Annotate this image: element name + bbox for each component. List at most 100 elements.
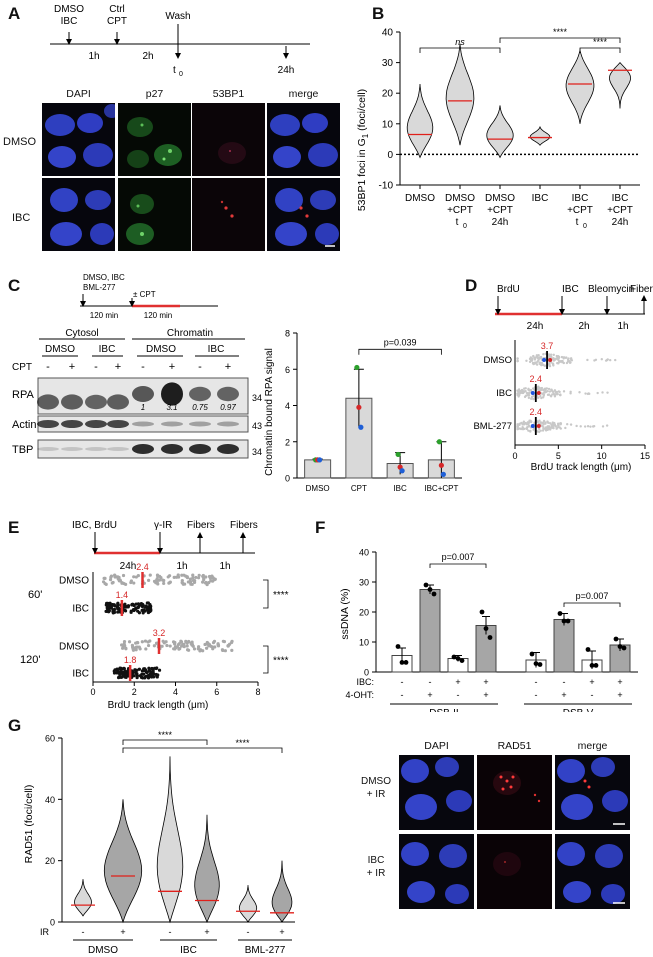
d-point xyxy=(530,397,533,401)
f-point xyxy=(621,645,627,651)
e-row-label: DMSO xyxy=(59,642,89,653)
f-ibc-sign: - xyxy=(563,677,566,687)
col-label-merge: merge xyxy=(288,88,319,100)
d-point xyxy=(578,391,581,394)
f-point xyxy=(403,660,409,665)
g-ir-sign: + xyxy=(204,927,209,937)
e-point xyxy=(184,640,188,644)
blot-band-rpa xyxy=(189,386,211,402)
d-point xyxy=(536,355,539,358)
g-ytick-label: 40 xyxy=(45,795,55,805)
c-point xyxy=(358,424,364,430)
c-point xyxy=(354,364,360,371)
d-point xyxy=(525,391,529,395)
f-point xyxy=(537,662,543,667)
f-ytick-label: 20 xyxy=(359,608,369,618)
e-median-label: 2.4 xyxy=(136,562,149,572)
e-point xyxy=(181,642,185,647)
b-sig-bracket xyxy=(419,47,501,53)
e-point xyxy=(152,579,157,583)
d-point xyxy=(556,423,560,427)
e-point xyxy=(189,582,193,586)
svg-text:34: 34 xyxy=(252,447,262,457)
d-point xyxy=(519,391,522,395)
e-point xyxy=(129,580,133,585)
g-violin xyxy=(238,885,258,923)
d-point xyxy=(558,426,561,429)
f-ytick-label: 40 xyxy=(359,548,369,558)
timeline-ibc: IBC xyxy=(61,16,78,27)
d-point xyxy=(547,421,550,425)
d-point xyxy=(521,427,525,431)
e-point xyxy=(123,669,127,673)
g-group-label: BML-277 xyxy=(245,945,286,956)
d-point xyxy=(559,422,562,425)
blot-band-rpa xyxy=(107,394,129,410)
e-point xyxy=(119,669,123,673)
blot-band-actin xyxy=(217,421,239,427)
g-ir-label: IR xyxy=(40,927,50,937)
d-point xyxy=(548,361,551,365)
c-point xyxy=(399,468,405,474)
e-point xyxy=(110,581,114,585)
g-violin xyxy=(271,860,293,923)
e-point xyxy=(104,609,108,613)
c-point xyxy=(317,457,323,463)
panel-f-bar-chart: ssDNA (%) 0 10 20 30 40 - - - + + - + + - - - + + - + + IBC: 4… xyxy=(339,548,638,712)
micrograph-ibc-merge xyxy=(267,178,340,251)
d-point xyxy=(530,359,534,362)
e-point xyxy=(119,666,123,670)
e-point xyxy=(176,573,180,577)
f-group-label: DSB-V xyxy=(563,708,594,712)
d-point xyxy=(533,358,537,361)
f-ibc-sign: + xyxy=(617,677,622,687)
d-point xyxy=(529,430,532,433)
e-point xyxy=(165,643,169,648)
blot-band-actin xyxy=(132,421,154,427)
d-point xyxy=(593,359,596,362)
b-xtick-label: IBC xyxy=(532,193,549,204)
blot-band-actin xyxy=(85,420,107,428)
e-point xyxy=(197,645,201,649)
svg-text:Fibers: Fibers xyxy=(630,284,653,295)
d-point-blue xyxy=(530,391,535,395)
g-ytick-label: 60 xyxy=(45,734,55,744)
e-sig-label: **** xyxy=(273,590,289,601)
timeline-dmso: DMSO xyxy=(54,4,84,15)
row-label-ibc: IBC xyxy=(12,212,31,224)
c-point xyxy=(436,439,442,445)
g-micrograph-ibc-dapi xyxy=(399,834,474,909)
e-point xyxy=(223,649,227,653)
d-point xyxy=(543,364,547,367)
d-point xyxy=(549,394,553,398)
e-point xyxy=(137,667,141,671)
svg-text:Chromatin: Chromatin xyxy=(167,328,213,339)
d-point xyxy=(606,391,609,394)
b-xtick-label: +CPT xyxy=(447,205,473,216)
panel-g-violin-chart: RAD51 (foci/cell) 0 20 40 60 - + - + - + IR DMSO IBC… xyxy=(23,730,295,956)
blot-band-actin xyxy=(161,421,183,427)
e-point xyxy=(135,668,139,672)
svg-text:34: 34 xyxy=(252,393,262,403)
g-sig-bracket xyxy=(122,739,208,745)
panel-c-bar-chart: Chromatin bound RPA signal 0 2 4 6 8 DMSO CPT I… xyxy=(264,329,462,493)
c-xtick-label: DMSO xyxy=(306,484,330,493)
d-point xyxy=(562,357,565,360)
d-point xyxy=(601,425,605,428)
f-ytick-label: 0 xyxy=(364,668,369,678)
e-point xyxy=(141,611,145,615)
g-row-label-dmso: DMSO + IR xyxy=(361,776,391,800)
svg-text:Fibers: Fibers xyxy=(187,520,215,531)
f-point xyxy=(589,663,595,668)
svg-text:120 min: 120 min xyxy=(144,311,172,320)
d-point xyxy=(550,426,554,429)
f-point xyxy=(533,661,539,666)
f-row-label-ibc: IBC: xyxy=(356,677,374,687)
e-median-label: 1.4 xyxy=(116,590,129,600)
b-violin xyxy=(529,125,551,146)
svg-text:120 min: 120 min xyxy=(90,311,118,320)
f-point xyxy=(529,651,535,657)
c-xtick-label: IBC+CPT xyxy=(424,484,458,493)
c-ytick-label: 2 xyxy=(285,437,290,447)
svg-text:1h: 1h xyxy=(219,561,230,572)
